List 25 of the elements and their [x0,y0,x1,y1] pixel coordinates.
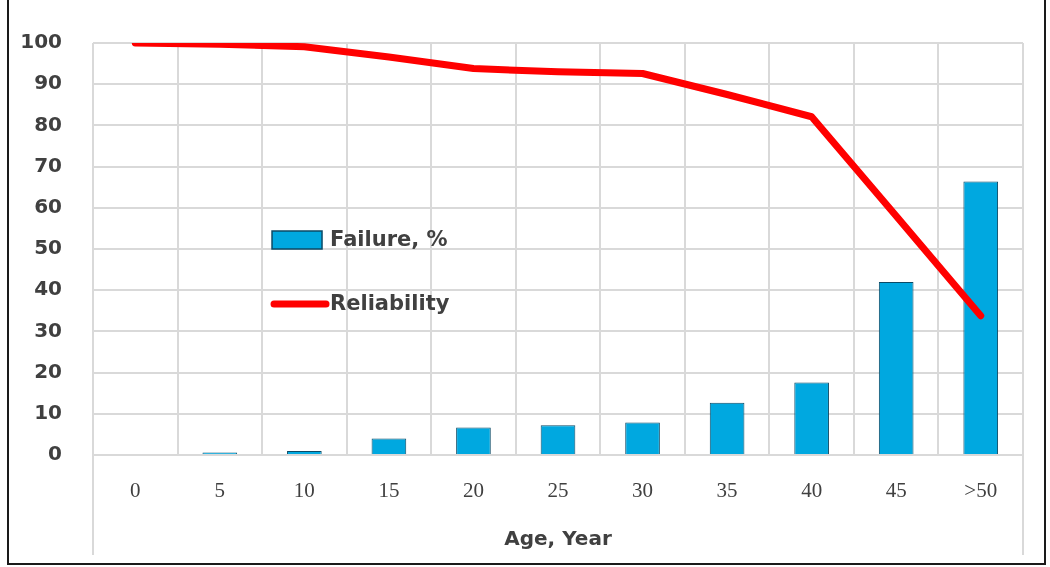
y-tick-label: 0 [48,441,62,466]
legend-label: Failure, % [330,226,448,251]
y-tick-label: 70 [34,152,62,177]
y-tick-label: 10 [34,400,62,424]
x-tick-label: 45 [885,478,907,503]
y-tick-label: 60 [34,194,62,218]
y-tick-label: 90 [34,70,62,95]
y-tick-label: 100 [20,29,62,54]
x-tick-label: >50 [964,478,998,503]
legend-label: Reliability [330,290,450,315]
x-axis-title: Age, Year [504,526,612,551]
y-tick-label: 20 [34,358,62,383]
x-tick-label: 30 [632,478,654,503]
x-tick-label: 35 [716,478,738,503]
x-tick-label: 25 [547,478,569,503]
x-tick-label: 5 [214,478,226,503]
y-tick-label: 80 [34,111,62,136]
x-tick-label: 40 [801,478,823,503]
x-tick-label: 15 [378,478,400,503]
y-tick-label: 50 [34,235,62,260]
x-tick-label: 0 [130,478,141,503]
x-tick-label: 10 [293,478,315,503]
x-tick-label: 20 [462,478,484,503]
y-tick-label: 40 [34,276,62,301]
y-tick-label: 30 [34,317,62,342]
